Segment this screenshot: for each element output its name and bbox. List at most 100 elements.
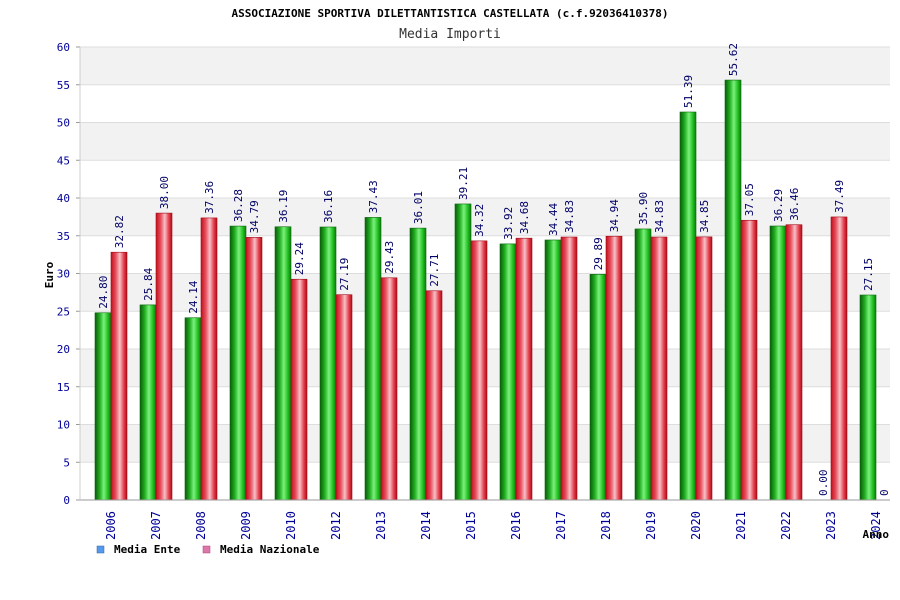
bar-media-ente <box>454 203 472 501</box>
bar-label-media-ente: 24.80 <box>97 276 110 309</box>
legend-label-media-nazionale: Media Nazionale <box>220 543 320 556</box>
x-axis-label: Anno <box>863 528 890 541</box>
bar-label-media-nazionale: 29.43 <box>383 241 396 274</box>
bar-label-media-ente: 36.19 <box>277 190 290 223</box>
bar-media-nazionale <box>290 278 308 501</box>
bars <box>94 79 877 501</box>
bar-label-media-ente: 29.89 <box>592 237 605 270</box>
legend: Media Ente Media Nazionale <box>96 543 320 556</box>
bar-label-media-ente: 25.84 <box>142 267 155 300</box>
bar-media-ente <box>679 111 697 501</box>
bar-media-ente <box>364 217 382 501</box>
x-tick-label: 2020 <box>689 511 703 540</box>
bar-media-nazionale <box>110 251 128 501</box>
bar-media-ente <box>769 225 787 501</box>
y-tick-label: 60 <box>57 41 70 54</box>
bar-media-nazionale <box>560 236 578 501</box>
bar-label-media-ente: 27.15 <box>862 258 875 291</box>
x-tick-label: 2022 <box>779 511 793 540</box>
bar-media-ente <box>589 274 607 501</box>
x-tick-label: 2013 <box>374 511 388 540</box>
bar-media-nazionale <box>515 237 533 501</box>
bar-media-nazionale <box>245 237 263 501</box>
bar-media-ente <box>94 312 112 501</box>
x-tick-label: 2016 <box>509 511 523 540</box>
bar-label-media-ente: 36.28 <box>232 189 245 222</box>
legend-swatch-media-nazionale <box>202 545 211 554</box>
bar-media-nazionale <box>425 290 443 501</box>
x-tick-label: 2018 <box>599 511 613 540</box>
bar-label-media-ente: 36.01 <box>412 191 425 224</box>
plot-band <box>80 122 890 161</box>
bar-label-media-ente: 36.29 <box>772 189 785 222</box>
bar-label-media-nazionale: 34.68 <box>518 201 531 234</box>
y-tick-label: 0 <box>63 494 70 507</box>
bar-media-ente <box>544 239 562 501</box>
bar-label-media-nazionale: 34.79 <box>248 200 261 233</box>
legend-swatch-media-ente <box>96 545 105 554</box>
bar-media-ente <box>319 226 337 501</box>
x-tick-label: 2007 <box>149 511 163 540</box>
bar-media-ente <box>184 317 202 501</box>
x-tick-label: 2017 <box>554 511 568 540</box>
y-tick-label: 50 <box>57 117 70 130</box>
y-tick-label: 55 <box>57 79 70 92</box>
legend-label-media-ente: Media Ente <box>114 543 181 556</box>
y-tick-label: 10 <box>57 419 70 432</box>
x-tick-label: 2008 <box>194 511 208 540</box>
bar-media-ente <box>499 243 517 501</box>
bar-media-nazionale <box>650 236 668 501</box>
bar-label-media-ente: 39.21 <box>457 167 470 200</box>
bar-label-media-ente: 33.92 <box>502 207 515 240</box>
bar-media-nazionale <box>200 217 218 501</box>
chart-subtitle: Media Importi <box>399 27 501 42</box>
x-axis-ticks: 2006 2007 2008 2009 2010 2012 2013 2014 2015 2016… <box>104 511 883 540</box>
bar-media-nazionale <box>740 219 758 501</box>
bar-label-media-nazionale: 29.24 <box>293 242 306 275</box>
x-tick-label: 2024 <box>869 511 883 540</box>
bar-media-nazionale <box>695 236 713 501</box>
bar-label-media-nazionale: 37.49 <box>833 180 846 213</box>
bar-label-media-ente: 55.62 <box>727 43 740 76</box>
x-tick-label: 2012 <box>329 511 343 540</box>
bar-label-media-ente: 36.16 <box>322 190 335 223</box>
bar-label-media-nazionale: 34.85 <box>698 200 711 233</box>
bar-value-labels: 24.80 32.82 25.84 38.00 24.14 37.36 36.28 34.79… <box>97 43 891 496</box>
bar-label-media-nazionale: 0 <box>878 489 891 496</box>
x-tick-label: 2019 <box>644 511 658 540</box>
bar-label-media-ente: 35.90 <box>637 192 650 225</box>
bar-media-nazionale <box>470 240 488 501</box>
bar-label-media-nazionale: 34.32 <box>473 204 486 237</box>
x-tick-label: 2021 <box>734 511 748 540</box>
x-tick-label: 2023 <box>824 511 838 540</box>
bar-media-ente <box>634 228 652 501</box>
plot-band <box>80 84 890 123</box>
bar-label-media-ente: 51.39 <box>682 75 695 108</box>
bar-media-nazionale <box>380 277 398 501</box>
bar-label-media-nazionale: 34.83 <box>653 200 666 233</box>
bar-label-media-nazionale: 34.83 <box>563 200 576 233</box>
y-tick-label: 5 <box>63 456 70 469</box>
bar-label-media-nazionale: 32.82 <box>113 215 126 248</box>
bar-media-nazionale <box>785 224 803 501</box>
bar-media-nazionale <box>605 235 623 501</box>
bar-label-media-nazionale: 37.36 <box>203 181 216 214</box>
bar-media-ente <box>409 227 427 501</box>
bar-label-media-ente: 34.44 <box>547 202 560 235</box>
plot-band <box>80 160 890 198</box>
y-tick-label: 35 <box>57 230 70 243</box>
bar-media-ente <box>859 294 877 501</box>
x-tick-label: 2009 <box>239 511 253 540</box>
y-tick-label: 20 <box>57 343 70 356</box>
bar-media-ente <box>139 304 157 501</box>
y-tick-label: 45 <box>57 154 70 167</box>
y-tick-label: 30 <box>57 268 70 281</box>
chart-title: ASSOCIAZIONE SPORTIVA DILETTANTISTICA CA… <box>231 7 668 20</box>
y-tick-label: 15 <box>57 381 70 394</box>
bar-label-media-ente: 24.14 <box>187 280 200 313</box>
x-tick-label: 2015 <box>464 511 478 540</box>
plot-band <box>80 47 890 85</box>
y-axis-label: Euro <box>43 261 56 288</box>
bar-label-media-nazionale: 27.71 <box>428 254 441 287</box>
